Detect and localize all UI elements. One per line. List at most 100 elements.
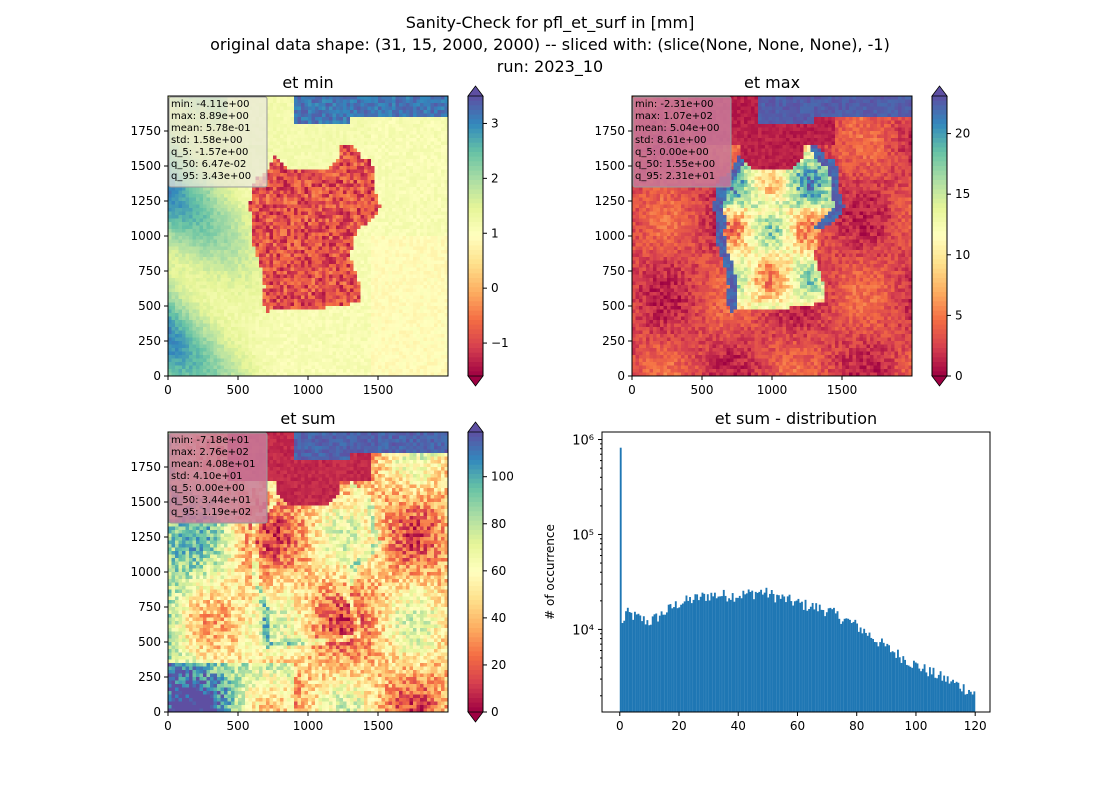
heatmap-cell bbox=[395, 267, 400, 272]
heatmap-cell bbox=[213, 120, 218, 125]
heatmap-cell bbox=[378, 204, 382, 209]
heatmap-cell bbox=[444, 194, 449, 198]
heatmap-cell bbox=[241, 309, 246, 314]
heatmap-cell bbox=[388, 148, 393, 153]
heatmap-cell bbox=[399, 120, 403, 125]
heatmap-cell bbox=[283, 208, 288, 212]
heatmap-cell bbox=[182, 99, 186, 104]
heatmap-cell bbox=[248, 271, 253, 275]
heatmap-cell bbox=[294, 274, 298, 279]
heatmap-cell bbox=[234, 271, 239, 275]
heatmap-cell bbox=[304, 103, 309, 107]
heatmap-cell bbox=[311, 141, 316, 146]
heatmap-cell bbox=[175, 166, 179, 170]
heatmap-cell bbox=[196, 306, 200, 310]
heatmap-cell bbox=[304, 201, 309, 205]
heatmap-cell bbox=[241, 169, 246, 174]
heatmap-cell bbox=[189, 278, 193, 282]
heatmap-cell bbox=[168, 117, 172, 121]
heatmap-cell bbox=[238, 250, 242, 254]
heatmap-cell bbox=[395, 180, 400, 184]
heatmap-cell bbox=[297, 141, 302, 146]
heatmap-cell bbox=[434, 292, 438, 296]
heatmap-cell bbox=[409, 99, 414, 104]
heatmap-cell bbox=[420, 225, 424, 230]
heatmap-cell bbox=[245, 117, 249, 121]
heatmap-cell bbox=[420, 222, 424, 226]
heatmap-cell bbox=[437, 246, 442, 251]
heatmap-cell bbox=[350, 218, 354, 223]
heatmap-cell bbox=[241, 138, 246, 142]
heatmap-cell bbox=[175, 225, 179, 230]
heatmap-cell bbox=[367, 201, 372, 205]
heatmap-cell bbox=[329, 106, 333, 111]
heatmap-cell bbox=[171, 173, 176, 177]
heatmap-cell bbox=[203, 306, 207, 310]
heatmap-cell bbox=[346, 201, 351, 205]
heatmap-cell bbox=[266, 117, 270, 121]
heatmap-cell bbox=[311, 204, 316, 209]
heatmap-cell bbox=[304, 127, 309, 132]
heatmap-cell bbox=[430, 197, 435, 202]
heatmap-cell bbox=[381, 131, 386, 135]
heatmap-cell bbox=[336, 257, 340, 261]
heatmap-cell bbox=[395, 246, 400, 251]
heatmap-cell bbox=[280, 162, 284, 167]
heatmap-cell bbox=[283, 253, 288, 258]
heatmap-cell bbox=[217, 197, 221, 202]
heatmap-cell bbox=[231, 166, 235, 170]
heatmap-cell bbox=[255, 232, 260, 237]
heatmap-cell bbox=[346, 138, 351, 142]
heatmap-cell bbox=[217, 232, 221, 237]
heatmap-cell bbox=[269, 278, 274, 282]
heatmap-cell bbox=[231, 120, 235, 125]
heatmap-cell bbox=[210, 288, 214, 293]
heatmap-cell bbox=[315, 281, 319, 286]
heatmap-cell bbox=[406, 302, 410, 307]
heatmap-cell bbox=[175, 197, 179, 202]
heatmap-cell bbox=[196, 232, 200, 237]
heatmap-cell bbox=[385, 208, 389, 212]
heatmap-cell bbox=[238, 127, 242, 132]
heatmap-cell bbox=[213, 197, 218, 202]
heatmap-cell bbox=[413, 194, 417, 198]
heatmap-cell bbox=[171, 194, 176, 198]
heatmap-cell bbox=[350, 225, 354, 230]
heatmap-cell bbox=[322, 131, 326, 135]
heatmap-cell bbox=[388, 281, 393, 286]
heatmap-cell bbox=[343, 250, 347, 254]
heatmap-cell bbox=[392, 131, 396, 135]
heatmap-cell bbox=[238, 295, 242, 300]
heatmap-cell bbox=[346, 288, 351, 293]
heatmap-cell bbox=[196, 225, 200, 230]
heatmap-cell bbox=[168, 204, 172, 209]
heatmap-cell bbox=[203, 278, 207, 282]
heatmap-cell bbox=[336, 113, 340, 118]
heatmap-cell bbox=[360, 288, 365, 293]
heatmap-cell bbox=[353, 201, 358, 205]
heatmap-cell bbox=[185, 159, 190, 163]
heatmap-cell bbox=[343, 124, 347, 128]
heatmap-cell bbox=[217, 208, 221, 212]
heatmap-cell bbox=[406, 257, 410, 261]
heatmap-cell bbox=[318, 239, 323, 244]
heatmap-cell bbox=[259, 145, 263, 149]
heatmap-cell bbox=[273, 110, 277, 114]
heatmap-cell bbox=[364, 278, 368, 282]
heatmap-cell bbox=[304, 295, 309, 300]
heatmap-cell bbox=[196, 211, 200, 216]
heatmap-cell bbox=[308, 271, 312, 275]
heatmap-cell bbox=[189, 120, 193, 125]
heatmap-cell bbox=[395, 152, 400, 156]
heatmap-cell bbox=[364, 271, 368, 275]
heatmap-cell bbox=[241, 176, 246, 181]
heatmap-cell bbox=[304, 96, 309, 100]
heatmap-cell bbox=[420, 253, 424, 258]
heatmap-cell bbox=[266, 148, 270, 153]
heatmap-cell bbox=[378, 208, 382, 212]
heatmap-cell bbox=[234, 204, 239, 209]
heatmap-cell bbox=[343, 285, 347, 289]
heatmap-cell bbox=[196, 120, 200, 125]
heatmap-cell bbox=[434, 194, 438, 198]
heatmap-cell bbox=[217, 159, 221, 163]
